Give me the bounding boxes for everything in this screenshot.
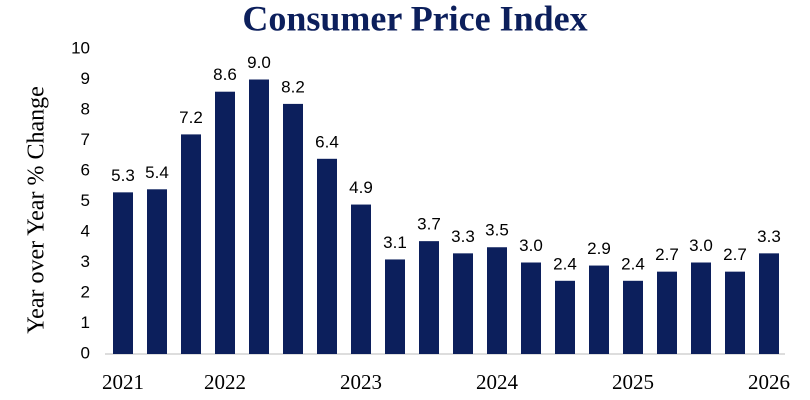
bar <box>385 259 405 354</box>
bar <box>691 262 711 354</box>
value-label: 3.0 <box>519 236 543 255</box>
y-tick-label: 4 <box>81 221 90 240</box>
bar <box>317 158 337 354</box>
y-tick-label: 8 <box>81 99 90 118</box>
y-tick-label: 7 <box>81 130 90 149</box>
bar <box>215 91 235 354</box>
x-tick-label: 2021 <box>102 370 144 394</box>
value-label: 8.2 <box>281 77 305 96</box>
value-label: 2.7 <box>723 245 747 264</box>
value-label: 3.7 <box>417 215 441 234</box>
x-tick-label: 2025 <box>612 370 654 394</box>
x-tick-label: 2023 <box>340 370 382 394</box>
value-label: 2.4 <box>621 254 645 273</box>
bar <box>725 271 745 354</box>
value-label: 5.3 <box>111 166 135 185</box>
bar <box>283 103 303 355</box>
value-label: 3.5 <box>485 221 509 240</box>
value-label: 2.4 <box>553 254 577 273</box>
y-tick-label: 5 <box>81 191 90 210</box>
value-label: 7.2 <box>179 108 203 127</box>
value-label: 6.4 <box>315 132 339 151</box>
bar <box>759 253 779 354</box>
bar <box>555 280 575 354</box>
value-label: 3.0 <box>689 236 713 255</box>
value-label: 2.7 <box>655 245 679 264</box>
x-tick-label: 2024 <box>476 370 519 394</box>
bar <box>453 253 473 354</box>
bar <box>589 265 609 354</box>
y-tick-label: 1 <box>81 313 90 332</box>
bar <box>419 241 439 354</box>
y-tick-label: 2 <box>81 282 90 301</box>
bar <box>487 247 507 354</box>
y-tick-label: 10 <box>71 38 90 57</box>
bar <box>623 280 643 354</box>
bar <box>181 134 201 354</box>
y-tick-label: 0 <box>81 343 90 362</box>
value-label: 3.1 <box>383 233 407 252</box>
y-tick-label: 9 <box>81 69 90 88</box>
value-label: 4.9 <box>349 178 373 197</box>
value-label: 2.9 <box>587 239 611 258</box>
y-axis-label: Year over Year % Change <box>24 86 50 334</box>
value-label: 8.6 <box>213 65 237 84</box>
bar <box>113 192 133 354</box>
bar <box>147 189 167 354</box>
x-tick-label: 2026 <box>748 370 790 394</box>
y-tick-label: 6 <box>81 160 90 179</box>
value-label: 9.0 <box>247 53 271 72</box>
chart-title: Consumer Price Index <box>242 0 587 38</box>
value-label: 5.4 <box>145 163 169 182</box>
bar <box>351 204 371 354</box>
x-tick-label: 2022 <box>204 370 246 394</box>
value-label: 3.3 <box>757 227 781 246</box>
bar <box>657 271 677 354</box>
bar <box>249 79 269 354</box>
bar <box>521 262 541 354</box>
y-tick-label: 3 <box>81 252 90 271</box>
value-label: 3.3 <box>451 227 475 246</box>
